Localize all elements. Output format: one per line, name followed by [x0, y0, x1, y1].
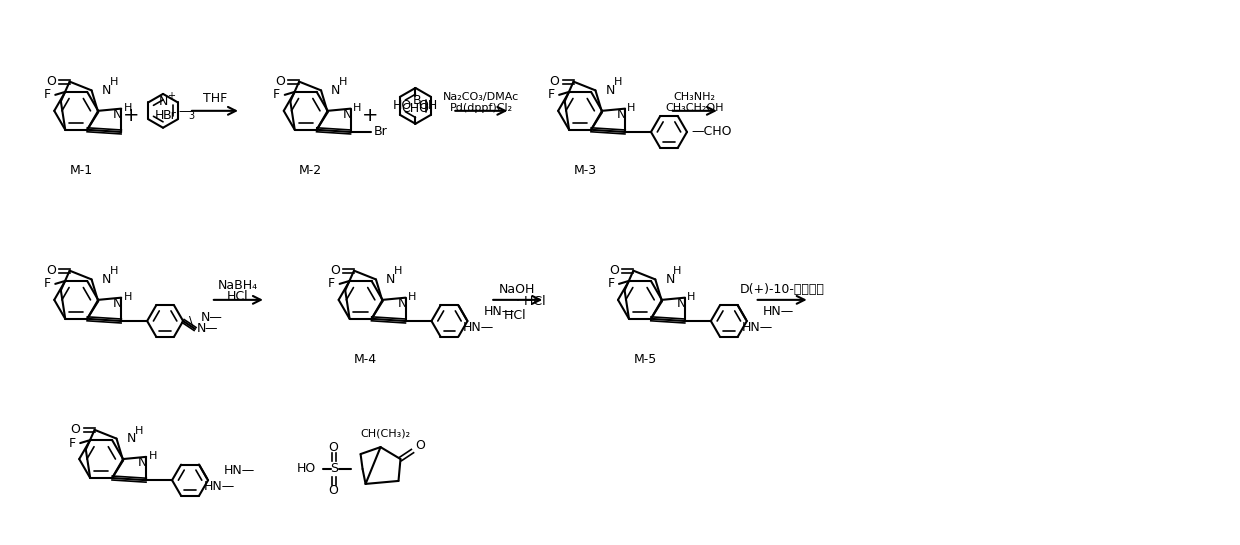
Text: —: —	[179, 105, 191, 118]
Text: O: O	[330, 264, 340, 277]
Text: H: H	[124, 292, 131, 302]
Text: 3: 3	[188, 111, 193, 121]
Text: —: —	[205, 323, 217, 336]
Text: N: N	[196, 323, 206, 336]
Text: HN—: HN—	[743, 321, 774, 334]
Text: Pd(dppf)Cl₂: Pd(dppf)Cl₂	[450, 103, 513, 113]
Text: F: F	[68, 437, 76, 450]
Text: Br: Br	[373, 125, 388, 138]
Text: HN—: HN—	[224, 464, 255, 477]
Text: M-5: M-5	[634, 353, 656, 366]
Text: NaOH: NaOH	[498, 283, 536, 296]
Text: HN—: HN—	[763, 305, 794, 318]
Text: N: N	[126, 432, 136, 445]
Text: M-2: M-2	[299, 164, 322, 177]
Text: H: H	[627, 103, 636, 113]
Text: M-1: M-1	[69, 164, 93, 177]
Text: N: N	[113, 297, 123, 310]
Text: O: O	[46, 264, 56, 277]
Text: CHO: CHO	[402, 102, 429, 116]
Text: +: +	[362, 106, 378, 125]
Text: H: H	[614, 77, 621, 87]
Text: Br: Br	[164, 110, 177, 122]
Text: H: H	[687, 292, 696, 302]
Text: D(+)-10-樟脑磺酸: D(+)-10-樟脑磺酸	[740, 283, 825, 296]
Text: N: N	[342, 108, 352, 121]
Text: N: N	[677, 297, 686, 310]
Text: HO: HO	[296, 463, 316, 475]
Text: O: O	[610, 264, 620, 277]
Text: O: O	[415, 439, 425, 452]
Text: N: N	[138, 456, 148, 469]
Text: F: F	[548, 88, 554, 101]
Text: N: N	[605, 84, 615, 97]
Text: B: B	[413, 94, 422, 107]
Text: H: H	[109, 77, 118, 87]
Text: CH₃NH₂: CH₃NH₂	[673, 92, 715, 102]
Text: S: S	[330, 463, 337, 475]
Text: N: N	[159, 95, 167, 108]
Text: O: O	[549, 75, 559, 88]
Text: THF: THF	[203, 93, 227, 105]
Text: OH: OH	[418, 99, 438, 112]
Text: F: F	[43, 88, 51, 101]
Text: H: H	[124, 103, 131, 113]
Text: N: N	[386, 273, 396, 286]
Text: · HCl: · HCl	[496, 309, 526, 322]
Text: CH(CH₃)₂: CH(CH₃)₂	[361, 428, 410, 438]
Text: H: H	[109, 267, 118, 276]
Text: N—: N—	[201, 311, 223, 324]
Text: H: H	[353, 103, 361, 113]
Text: M-3: M-3	[574, 164, 596, 177]
Text: NaBH₄: NaBH₄	[218, 280, 258, 293]
Text: N: N	[113, 108, 123, 121]
Text: H: H	[394, 267, 402, 276]
Text: HO: HO	[393, 99, 413, 112]
Text: F: F	[273, 88, 280, 101]
Text: N: N	[102, 84, 110, 97]
Text: \: \	[190, 314, 193, 328]
Text: F: F	[608, 277, 615, 290]
Text: HN—: HN—	[463, 321, 494, 334]
Text: H: H	[339, 77, 347, 87]
Text: N: N	[397, 297, 407, 310]
Text: Na₂CO₃/DMAc: Na₂CO₃/DMAc	[443, 92, 520, 102]
Text: +: +	[167, 91, 175, 101]
Text: H: H	[673, 267, 682, 276]
Text: H: H	[149, 451, 156, 461]
Text: F: F	[43, 277, 51, 290]
Text: H: H	[154, 110, 164, 122]
Text: N: N	[102, 273, 110, 286]
Text: H: H	[408, 292, 417, 302]
Text: O: O	[329, 485, 339, 498]
Text: +: +	[123, 106, 139, 125]
Text: M-4: M-4	[353, 353, 377, 366]
Text: O: O	[71, 423, 81, 437]
Text: H: H	[134, 426, 143, 435]
Text: F: F	[329, 277, 335, 290]
Text: HCl: HCl	[227, 290, 249, 304]
Text: N: N	[616, 108, 626, 121]
Text: HN—: HN—	[484, 305, 515, 318]
Text: N: N	[666, 273, 675, 286]
Text: HN—: HN—	[203, 480, 234, 493]
Text: O: O	[275, 75, 285, 88]
Text: O: O	[46, 75, 56, 88]
Text: O: O	[329, 440, 339, 453]
Text: CH₃CH₂OH: CH₃CH₂OH	[666, 103, 724, 113]
Text: N: N	[331, 84, 341, 97]
Text: —CHO: —CHO	[691, 125, 732, 138]
Text: · HCl: · HCl	[516, 295, 546, 308]
